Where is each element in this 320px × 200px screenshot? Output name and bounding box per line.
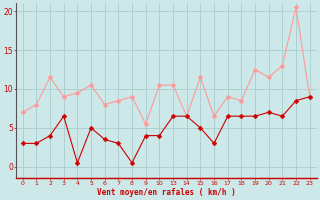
X-axis label: Vent moyen/en rafales ( km/h ): Vent moyen/en rafales ( km/h ) (97, 188, 236, 197)
